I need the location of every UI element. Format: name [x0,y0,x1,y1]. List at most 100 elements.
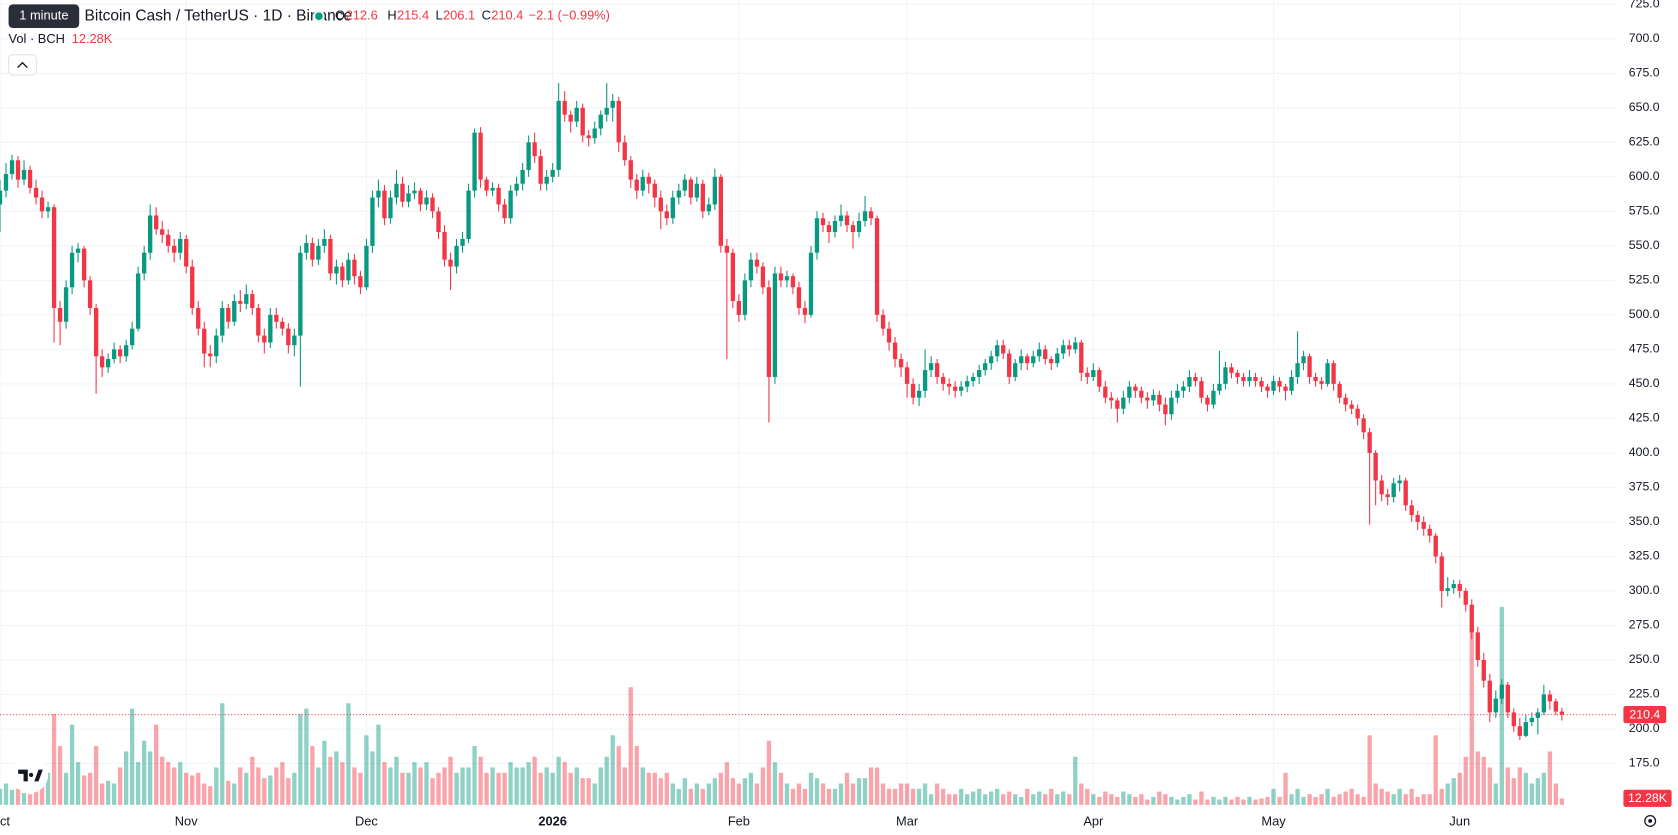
volume-bar [1145,799,1150,805]
volume-bar [1067,794,1072,805]
volume-bar [316,767,321,805]
candle-body [1499,684,1504,699]
collapse-button[interactable] [8,54,37,76]
volume-bar [472,746,477,805]
candle-body [784,276,790,281]
volume-bar [754,783,760,805]
candle-body [1283,386,1288,391]
volume-bar [1259,798,1264,805]
volume-bar [1247,796,1252,805]
candle-body [310,243,315,260]
candle-body [466,190,471,239]
volume-bar [1421,794,1426,805]
x-tick-label: 2026 [538,813,567,828]
tv-logo[interactable] [11,756,49,794]
last-price-label: 210.4 [1629,707,1660,721]
volume-bar [430,778,435,805]
volume-bar [700,788,706,805]
volume-bar [1445,783,1450,805]
volume-bar [1127,794,1132,805]
candle-body [1343,397,1348,405]
candle-body [1481,659,1486,681]
candle-body [977,370,982,377]
volume-bar [490,767,495,805]
volume-bar [376,724,381,805]
volume-bar [1325,788,1330,805]
y-tick-label: 625.0 [1629,135,1660,149]
volume-bar [1451,778,1456,805]
symbol-title[interactable]: Bitcoin Cash / TetherUS · 1D · Binance [85,7,353,24]
volume-bar [454,772,459,805]
candle-body [628,160,633,180]
candle-body [862,211,868,221]
candle-body [1397,480,1402,484]
candle-body [1385,494,1390,498]
volume-bar [1037,791,1042,805]
volume-bar [1331,796,1336,805]
volume-bar [148,751,153,805]
candle-body [604,107,609,115]
candle-body [1265,386,1270,391]
candle-body [514,183,519,191]
candle-body [238,301,243,304]
candle-body [1541,694,1547,713]
volume-bar [1079,783,1084,805]
y-tick-label: 450.0 [1629,376,1660,390]
volume-bar [105,780,111,805]
volume-bar [574,767,579,805]
volume-bar [856,778,862,805]
volume-bar [850,783,856,805]
candle-body [1079,342,1084,373]
volume-bar [3,783,9,805]
volume-bar [526,762,531,805]
settings-icon[interactable] [1644,814,1657,827]
volume-bar [442,767,447,805]
volume-bar [123,751,129,805]
volume-bar [826,788,832,805]
volume-bar [995,788,1000,805]
price-pane [0,82,1616,741]
volume-bar [1085,788,1090,805]
x-tick-label: May [1261,813,1286,828]
candle-body [478,132,483,180]
candle-body [1307,356,1312,377]
volume-bar [1343,791,1348,805]
volume-bar [262,778,267,805]
volume-bar [1481,756,1486,805]
candle-body [802,307,808,315]
candle-body [1277,381,1282,387]
volume-bar [958,788,964,805]
candle-body [1067,345,1072,350]
candle-body [21,169,27,180]
x-tick-label: Nov [175,813,198,828]
volume-bar [1463,756,1468,805]
candle-body [1469,604,1474,633]
volume-bar [664,772,669,805]
volume-bar [556,756,561,805]
volume-bar [1223,796,1228,805]
candle-body [400,183,405,202]
volume-bar [256,767,261,805]
volume-bar [928,794,934,805]
volume-bar [202,783,207,805]
volume-bar [568,772,573,805]
volume-bar [388,767,393,805]
candle-body [940,376,946,384]
candle-body [538,156,543,184]
candle-body [928,363,934,371]
candle-body [418,190,423,205]
volume-bar [628,687,633,805]
candle-body [1217,383,1222,391]
candle-body [304,243,309,253]
candle-body [123,345,129,357]
volume-bar [946,794,952,805]
volume-bar [1121,791,1126,805]
low-label: L [436,8,443,23]
candle-body [700,183,706,212]
volume-bar [142,740,147,805]
volume-bar [694,783,699,805]
volume-bar [1031,794,1036,805]
candle-body [208,353,213,357]
candle-body [166,234,171,246]
